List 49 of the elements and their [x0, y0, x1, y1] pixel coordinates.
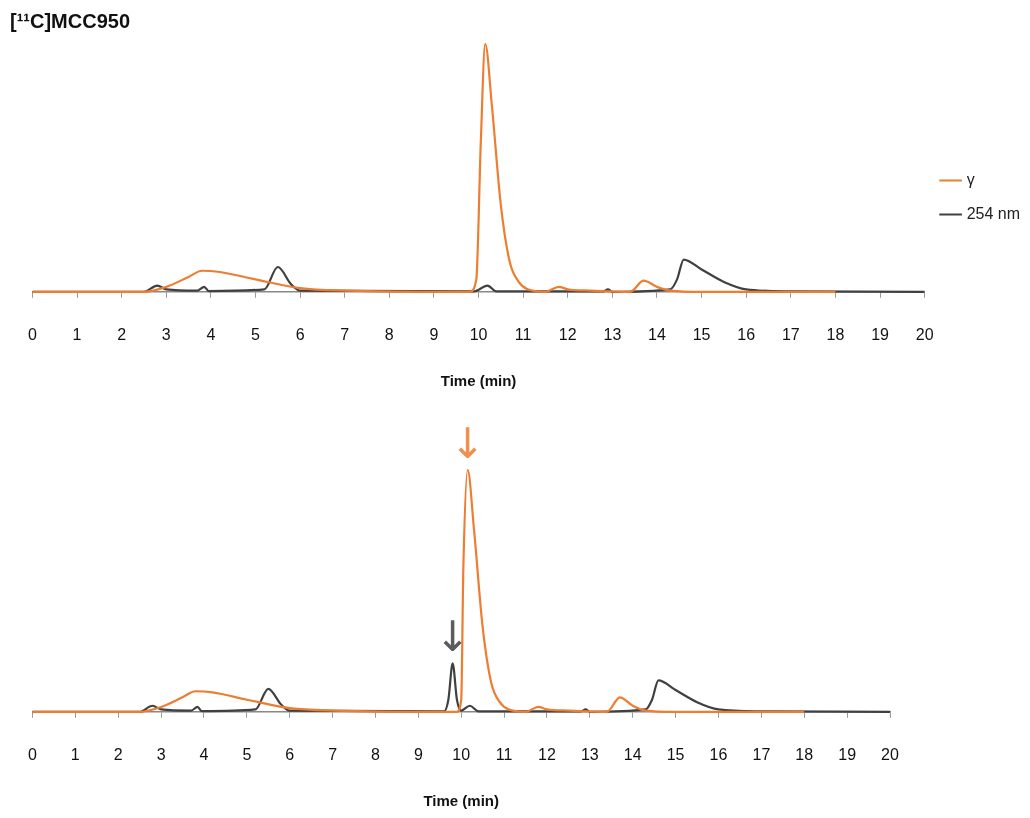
x-tick-label: 12 [538, 745, 556, 763]
x-tick-label: 14 [648, 325, 666, 343]
x-tick-label: 8 [384, 325, 394, 343]
x-tick-label: 13 [580, 745, 599, 763]
annotation: ↓ [435, 612, 471, 662]
x-tick-label: 12 [558, 325, 577, 343]
x-tick-label: 7 [340, 325, 350, 343]
x-tick-label: 0 [28, 325, 37, 343]
x-tick-label: 3 [161, 325, 171, 343]
x-tick-label: 19 [871, 325, 890, 343]
x-tick-label: 10 [452, 745, 471, 763]
legend-label: γ [966, 170, 975, 188]
x-tick-label: 9 [429, 325, 439, 343]
x-tick-label: 11 [495, 745, 513, 763]
x-tick-label: 5 [242, 745, 252, 763]
x-tick-label: 20 [915, 325, 934, 343]
x-tick-label: 1 [70, 745, 80, 763]
x-tick-label: 2 [117, 325, 127, 343]
x-tick-label: 0 [28, 745, 37, 763]
x-tick-label: 16 [737, 325, 756, 343]
x-tick-label: 9 [413, 745, 423, 763]
x-tick-label: 14 [623, 745, 642, 763]
x-tick-label: 15 [692, 325, 711, 343]
x-tick-label: 13 [603, 325, 622, 343]
x-tick-label: 17 [781, 325, 800, 343]
x-tick-label: 18 [826, 325, 845, 343]
x-tick-label: 20 [881, 745, 899, 763]
chart-title: [¹¹C]MCC950 [10, 9, 130, 32]
x-axis-title: Time (min) [440, 372, 517, 390]
x-tick-label: 7 [328, 745, 338, 763]
x-tick-label: 18 [795, 745, 814, 763]
x-tick-label: 6 [285, 745, 295, 763]
annotation: ↓ [450, 418, 486, 468]
x-tick-label: 3 [156, 745, 166, 763]
x-tick-label: 4 [206, 325, 216, 343]
x-tick-label: 19 [838, 745, 857, 763]
x-tick-label: 11 [514, 325, 532, 343]
legend-label: 254 nm [966, 204, 1021, 222]
x-tick-label: 8 [371, 745, 381, 763]
x-tick-label: 16 [709, 745, 728, 763]
x-tick-label: 1 [72, 325, 82, 343]
x-tick-label: 10 [469, 325, 488, 343]
x-axis-title: Time (min) [423, 792, 500, 810]
x-tick-label: 15 [666, 745, 685, 763]
x-tick-label: 2 [113, 745, 123, 763]
x-tick-label: 17 [752, 745, 771, 763]
x-tick-label: 6 [295, 325, 305, 343]
x-tick-label: 4 [199, 745, 209, 763]
x-tick-label: 5 [251, 325, 261, 343]
